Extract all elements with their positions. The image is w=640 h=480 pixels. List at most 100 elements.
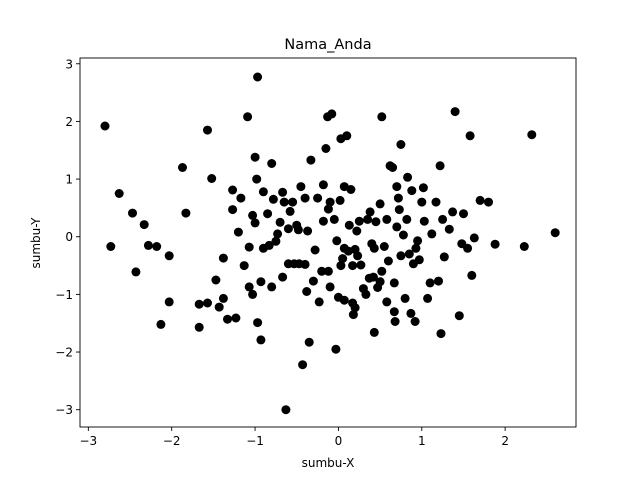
scatter-point [469,233,479,243]
scatter-point [438,214,448,224]
scatter-point [398,230,408,240]
scatter-point [325,197,335,207]
scatter-point [444,224,454,234]
scatter-point [252,174,262,184]
scatter-point [194,322,204,332]
scatter-point [377,266,387,276]
scatter-point [211,275,221,285]
scatter-point [550,228,560,238]
scatter-point [100,121,110,131]
scatter-point [306,155,316,165]
scatter-point [131,267,141,277]
scatter-point [417,197,427,207]
scatter-point [353,251,363,261]
scatter-point [383,256,393,266]
y-tick-label: 3 [65,57,73,71]
scatter-point [106,242,116,251]
scatter-point [267,282,277,292]
scatter-point [273,229,283,239]
scatter-point [300,193,310,203]
scatter-point [308,276,318,286]
scatter-point [258,187,268,197]
scatter-point [375,199,385,209]
x-tick-label: 2 [501,434,509,448]
scatter-point [278,272,288,282]
scatter-point [253,72,263,82]
scatter-point [139,220,149,230]
scatter-point [164,251,174,261]
scatter-point [164,297,174,307]
scatter-point [413,236,423,246]
scatter-point [218,293,228,303]
scatter-point [248,289,258,299]
scatter-point [310,245,320,255]
scatter-point [143,240,153,250]
scatter-point [228,185,238,195]
scatter-point [283,224,293,234]
scatter-point [218,253,228,263]
scatter-point [392,222,402,232]
scatter-point [410,317,420,326]
points-layer [100,72,560,415]
scatter-point [434,276,443,286]
scatter-point [233,227,243,237]
scatter-point [327,109,337,119]
scatter-point [332,236,342,246]
scatter-point [207,174,217,183]
scatter-point [467,270,477,280]
scatter-point [203,298,212,308]
scatter-point [396,251,406,261]
scatter-point [256,335,266,345]
scatter-point [431,197,441,207]
scatter-point [128,208,137,218]
scatter-point [490,239,500,249]
scatter-point [256,277,266,287]
x-tick-label: −1 [246,434,264,448]
scatter-point [302,287,312,296]
scatter-point [414,255,424,265]
x-tick-label: −2 [163,434,181,448]
scatter-point [156,319,166,329]
y-tick-label: 2 [65,115,73,129]
scatter-point [318,180,328,190]
scatter-point [335,195,345,205]
scatter-point [288,197,298,207]
scatter-point [152,242,162,251]
y-tick-label: 1 [65,173,73,187]
scatter-point [403,172,413,182]
y-tick-label: 0 [65,230,73,244]
scatter-point [352,226,362,236]
scatter-point [281,405,291,415]
scatter-point [303,226,313,236]
scatter-point [223,314,232,324]
scatter-point [450,107,460,117]
scatter-point [304,337,314,347]
scatter-point [394,205,404,215]
scatter-point [323,266,333,276]
scatter-point [181,208,191,218]
scatter-point [194,299,204,309]
scatter-point [365,207,375,217]
scatter-point [298,360,308,370]
scatter-point [379,242,389,251]
scatter-point [356,260,366,270]
y-tick-label: −2 [55,346,73,360]
scatter-point [404,249,414,259]
y-axis-ticks: −3 −2 −1 0 1 2 3 [55,57,80,417]
scatter-point [436,329,446,339]
scatter-point [338,254,348,264]
scatter-point [396,140,406,149]
x-tick-label: 1 [418,434,426,448]
scatter-point [527,130,537,140]
scatter-point [375,277,385,287]
x-tick-label: 0 [335,434,343,448]
scatter-point [231,313,241,323]
x-tick-label: −3 [79,434,97,448]
scatter-point [268,194,278,204]
scatter-point [203,125,212,135]
scatter-point [463,243,473,253]
scatter-point [239,261,249,271]
scatter-point [339,295,349,305]
y-axis-label: sumbu-Y [29,217,43,269]
